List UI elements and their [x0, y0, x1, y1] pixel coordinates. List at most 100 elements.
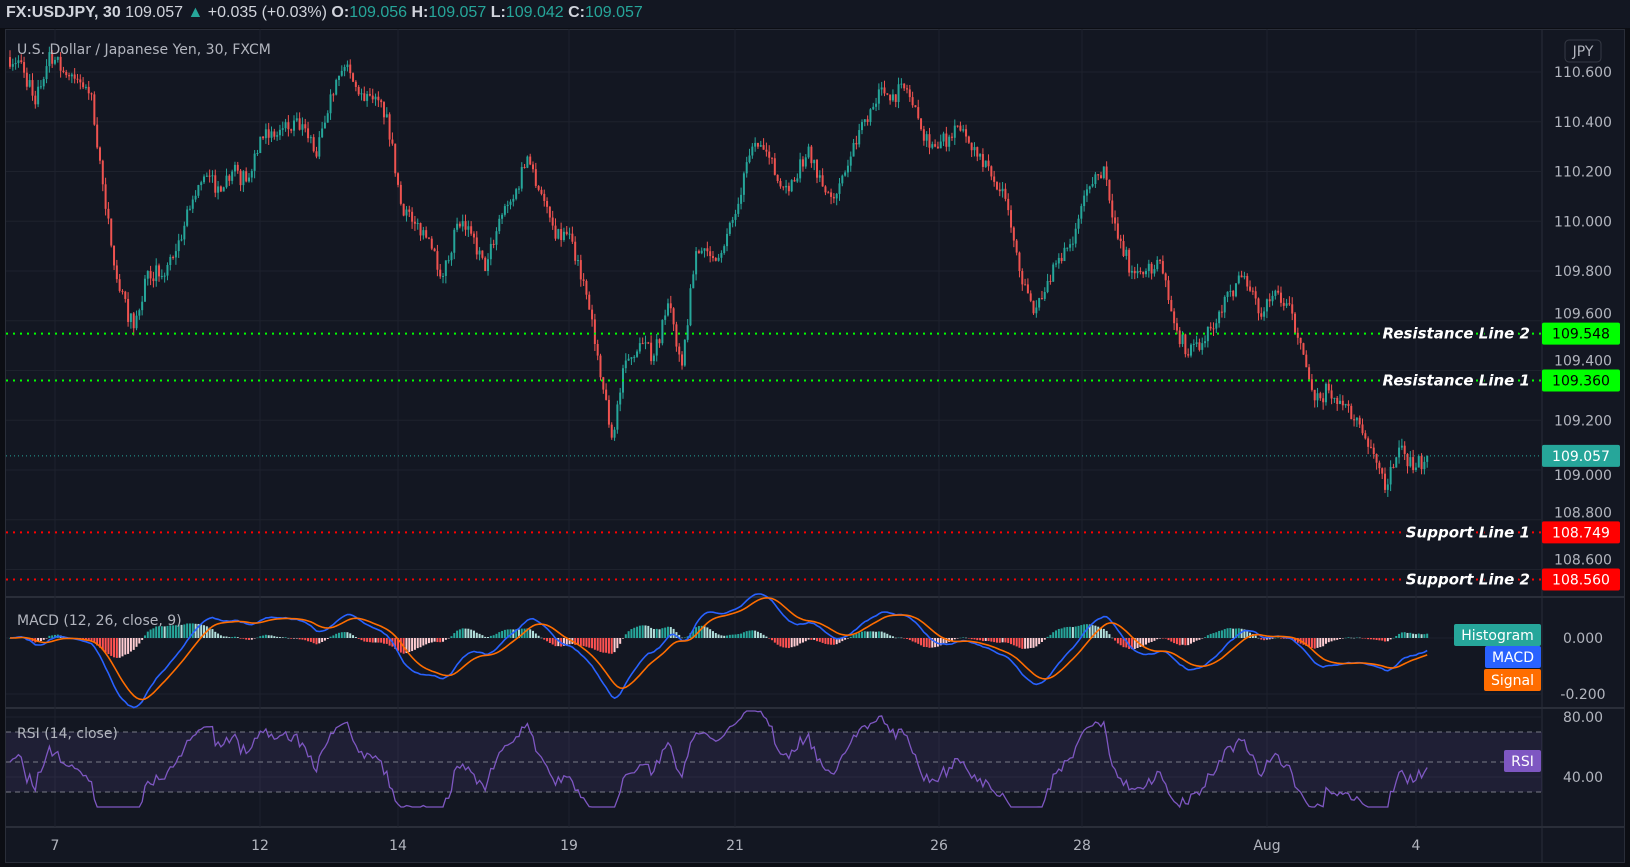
symbol-name[interactable]: FX:USDJPY, 30 [6, 4, 121, 21]
candle-body [340, 70, 343, 76]
candle [197, 184, 200, 198]
histogram-bar [776, 638, 779, 645]
histogram-bar [1232, 628, 1235, 638]
candle-body [596, 343, 599, 356]
histogram-bar [447, 638, 450, 639]
candle-body [326, 113, 329, 123]
candle-body [90, 93, 93, 95]
histogram-bar [1274, 637, 1277, 639]
candle [1052, 262, 1055, 282]
candle-body [461, 221, 464, 227]
histogram-bar [1080, 625, 1083, 638]
candle-body [925, 134, 928, 141]
candle [1274, 289, 1277, 300]
candle-body [1035, 307, 1038, 314]
histogram-bar [158, 626, 161, 638]
candle [920, 118, 923, 131]
histogram-bar [813, 638, 816, 640]
candle [31, 73, 34, 101]
histogram-bar [1355, 637, 1358, 639]
candle-body [1100, 175, 1103, 179]
price-tick-label: 109.000 [1554, 468, 1612, 484]
candle-body [546, 200, 549, 207]
candle [121, 289, 124, 295]
candle-body [1139, 271, 1142, 273]
candle-body [1147, 263, 1150, 271]
candle-body [551, 217, 554, 226]
histogram-bar [93, 638, 96, 643]
histogram-bar [683, 637, 686, 638]
candle-body [1316, 393, 1319, 401]
histogram-bar [1212, 633, 1215, 638]
histogram-bar [228, 637, 231, 638]
histogram-bar [374, 638, 377, 643]
price-tick-label: 108.800 [1554, 505, 1612, 521]
candle [127, 292, 130, 327]
histogram-bar [768, 638, 771, 639]
chart-frame[interactable] [5, 29, 1625, 863]
histogram-bar [869, 631, 872, 638]
candle [950, 132, 953, 141]
candle [326, 110, 329, 123]
candle [515, 187, 518, 201]
candle-body [158, 265, 161, 277]
candle [475, 231, 478, 260]
time-tick-label: 12 [251, 838, 269, 854]
time-tick-label: Aug [1253, 838, 1280, 854]
candle-body [135, 315, 138, 329]
candle [217, 181, 220, 200]
candle [883, 80, 886, 97]
histogram-bar [160, 626, 163, 638]
candle [1364, 430, 1367, 440]
candle [577, 254, 579, 266]
candle-body [897, 84, 900, 102]
histogram-bar [214, 631, 217, 638]
candle [922, 125, 925, 146]
candle-body [911, 97, 914, 106]
candle [849, 151, 852, 172]
histogram-bar [1052, 632, 1055, 638]
histogram-bar [650, 627, 653, 638]
price-change: +0.035 (+0.03%) [207, 4, 327, 21]
histogram-bar [450, 636, 453, 638]
candle-body [183, 225, 186, 240]
candle-body [731, 219, 734, 223]
histogram-bar [1097, 626, 1100, 638]
candle [1299, 337, 1302, 350]
candle-body [343, 67, 346, 71]
candle-body [726, 233, 729, 247]
candle-body [1277, 290, 1280, 293]
candle [607, 395, 610, 428]
histogram-bar [734, 634, 737, 638]
histogram-bar [835, 638, 838, 645]
histogram-bar [349, 633, 352, 638]
histogram-bar [624, 634, 627, 638]
histogram-bar [270, 635, 273, 638]
rsi-tag-text: RSI [1511, 754, 1534, 770]
candle-body [1279, 292, 1282, 303]
candle [546, 197, 549, 214]
histogram-bar [1145, 638, 1147, 645]
candle [323, 115, 326, 129]
candle [728, 221, 731, 236]
candle [740, 187, 743, 210]
candle-body [883, 87, 886, 94]
candle-body [450, 252, 453, 261]
candle-body [844, 172, 847, 176]
candle [1057, 253, 1060, 269]
candle [1381, 467, 1384, 480]
histogram-bar [281, 637, 284, 638]
candle [101, 159, 104, 192]
histogram-bar [329, 636, 332, 638]
histogram-bar [118, 638, 121, 658]
histogram-bar [1249, 632, 1252, 638]
candle [163, 272, 166, 283]
candle [599, 353, 602, 381]
histogram-bar [1403, 632, 1406, 638]
candle-body [382, 102, 385, 118]
histogram-bar [818, 638, 821, 642]
candle [98, 146, 101, 165]
histogram-bar [548, 638, 551, 644]
candle [191, 195, 194, 214]
